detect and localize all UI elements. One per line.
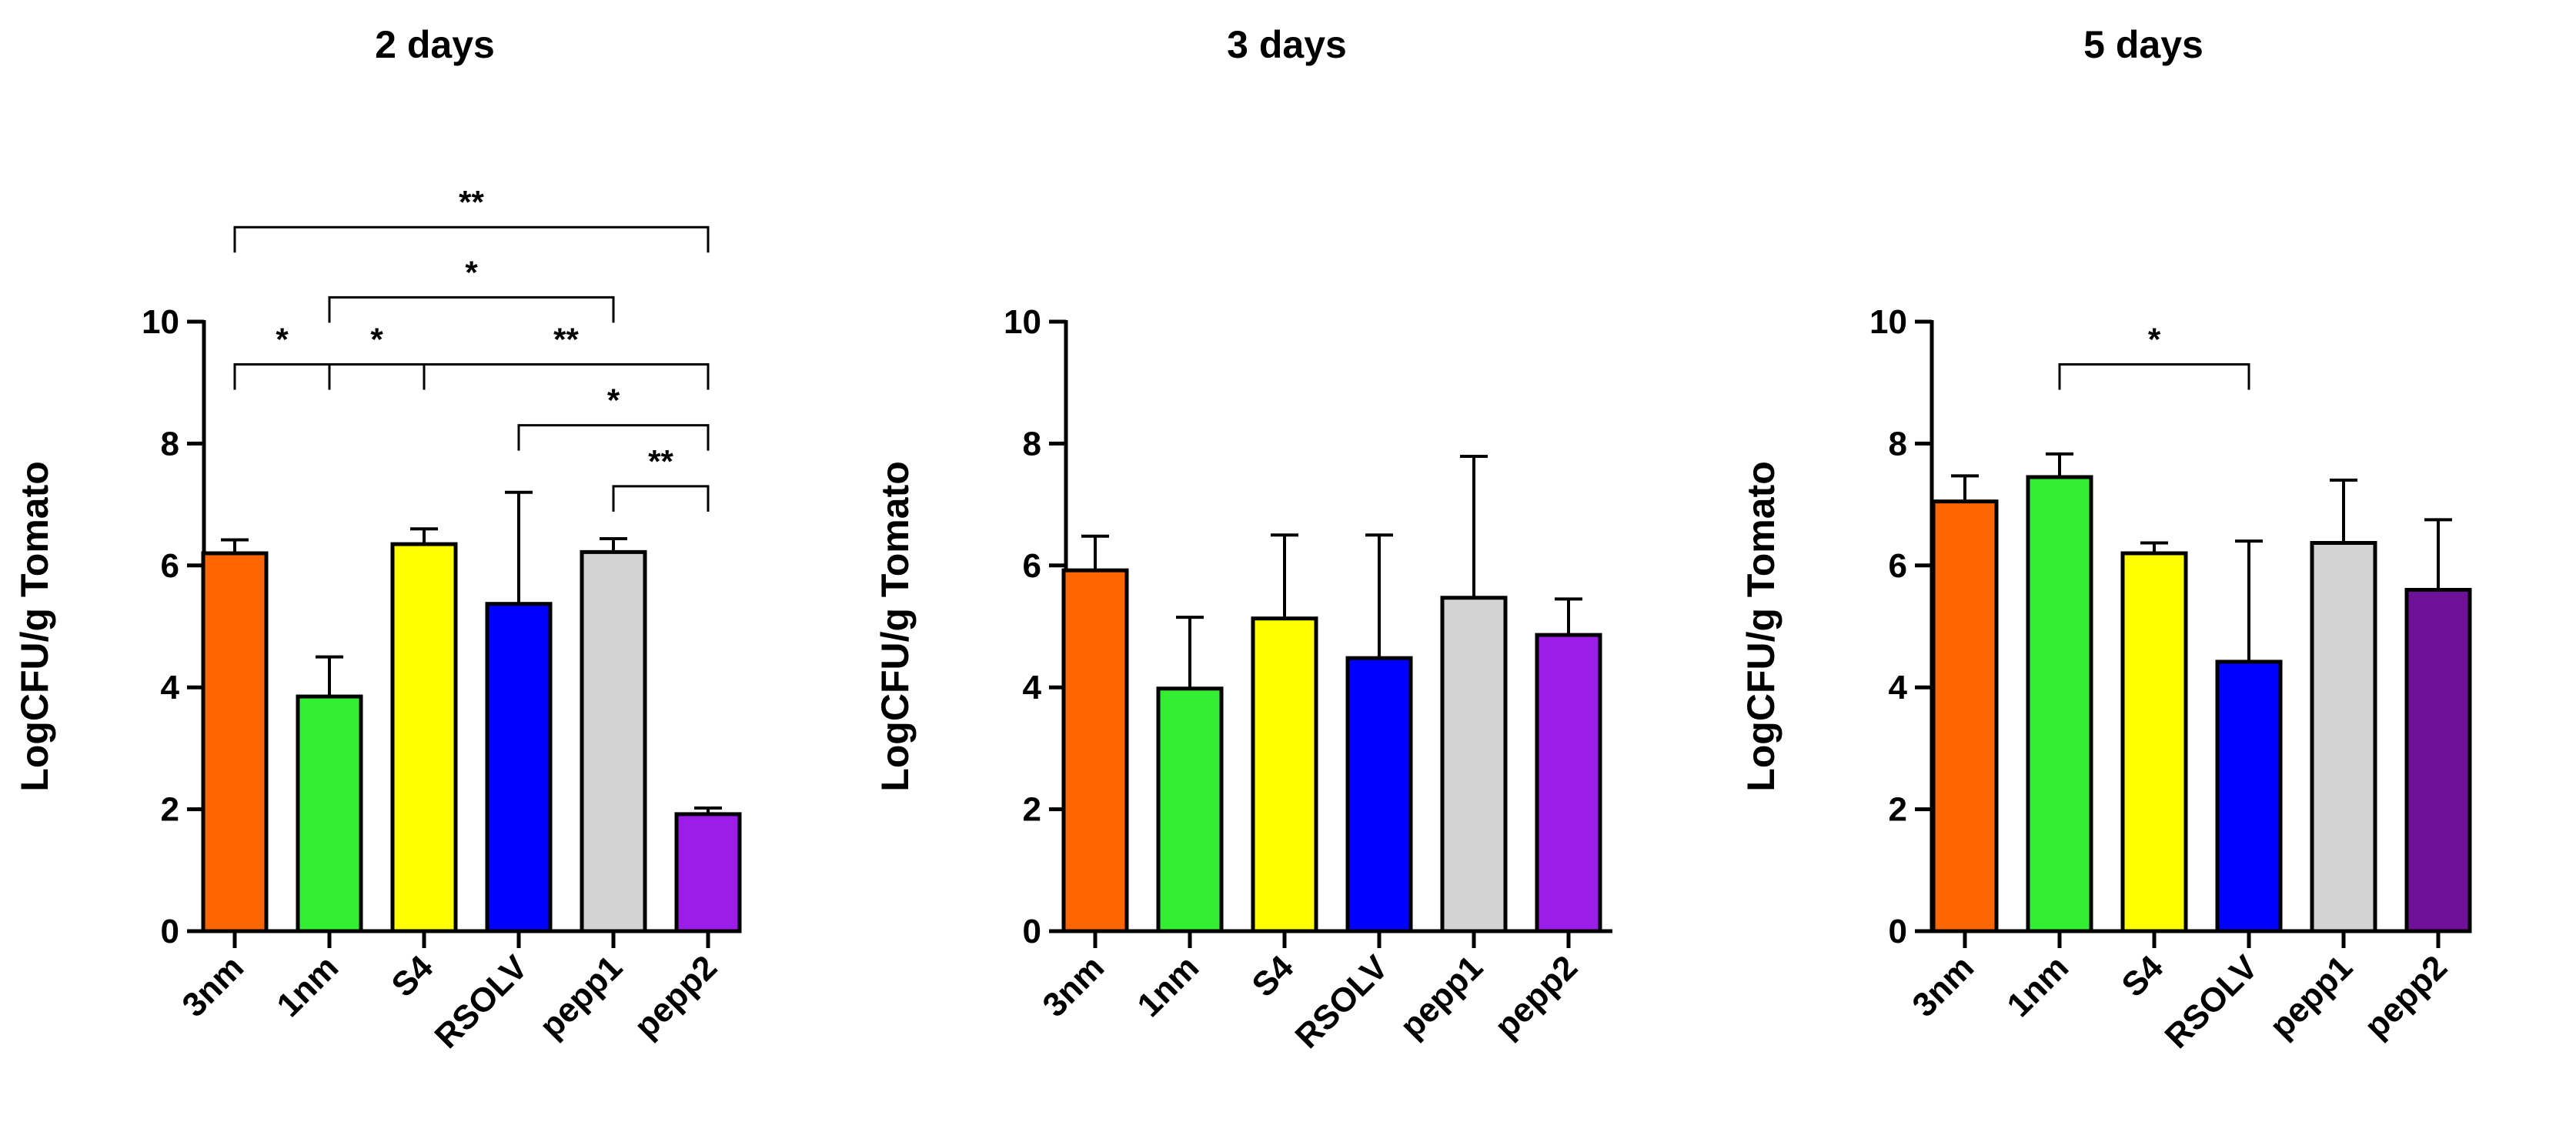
significance-label: * [607, 382, 620, 419]
category-label-pepp1: pepp1 [2263, 948, 2360, 1045]
y-tick-label: 8 [161, 425, 179, 462]
y-tick-label: 10 [1869, 303, 1907, 341]
bar-S4 [2120, 551, 2188, 933]
y-tick-label: 8 [1889, 425, 1907, 462]
significance-label: * [465, 254, 478, 290]
y-tick-label: 2 [161, 791, 179, 829]
bar-S4 [390, 542, 458, 933]
significance-label: * [2148, 321, 2161, 357]
y-tick-label: 4 [1889, 669, 1908, 706]
chart-title: 2 days [375, 23, 495, 66]
category-label-pepp2: pepp2 [2357, 948, 2454, 1045]
bar-pepp1 [580, 549, 647, 933]
bar-1nm [1156, 686, 1224, 933]
category-label-pepp1: pepp1 [533, 948, 630, 1045]
panel-2-days: 2 days LogCFU/g Tomato 0 2 4 6 8 10 3nm 1nm S4RSOL… [13, 23, 742, 1056]
category-label-S4: S4 [1245, 948, 1301, 1004]
category-label-pepp2: pepp2 [627, 948, 724, 1045]
significance-bracket [233, 362, 331, 390]
category-label-RSOLV: RSOLV [1288, 948, 1396, 1056]
significance-bracket [517, 424, 710, 451]
significance-bracket [328, 296, 615, 323]
y-tick-label: 6 [1023, 547, 1041, 585]
category-label-3nm: 3nm [175, 948, 251, 1024]
significance-label: * [276, 321, 289, 357]
y-axis-label: LogCFU/g Tomato [1739, 461, 1782, 792]
bar-RSOLV [1345, 656, 1413, 933]
chart-title: 3 days [1227, 23, 1347, 66]
y-tick-label: 10 [142, 303, 179, 341]
significance-bracket [328, 362, 426, 390]
category-label-1nm: 1nm [2000, 948, 2076, 1024]
category-label-3nm: 3nm [1035, 948, 1111, 1024]
category-label-pepp2: pepp2 [1488, 948, 1585, 1045]
y-tick-label: 4 [161, 669, 180, 706]
bar-pepp1 [2310, 540, 2377, 933]
y-tick-label: 8 [1023, 425, 1041, 462]
bar-pepp2 [1535, 633, 1602, 933]
significance-bracket [2058, 362, 2250, 390]
bar-1nm [296, 694, 363, 933]
bar-RSOLV [2215, 659, 2283, 933]
bar-3nm [1931, 499, 1999, 933]
category-label-RSOLV: RSOLV [2158, 948, 2266, 1056]
y-tick-label: 2 [1023, 791, 1041, 829]
significance-label: ** [553, 321, 579, 357]
bar-RSOLV [485, 602, 553, 933]
category-label-S4: S4 [384, 948, 440, 1004]
bar-S4 [1251, 616, 1318, 933]
y-tick-label: 0 [161, 913, 179, 950]
significance-bracket [423, 362, 710, 390]
significance-bracket [612, 485, 710, 512]
y-tick-label: 6 [1889, 547, 1907, 585]
y-tick-label: 10 [1004, 303, 1041, 341]
y-axis-label: LogCFU/g Tomato [13, 461, 56, 792]
bar-pepp1 [1440, 596, 1508, 933]
significance-bracket [233, 225, 710, 253]
y-axis-label: LogCFU/g Tomato [874, 461, 917, 792]
category-label-pepp1: pepp1 [1393, 948, 1490, 1045]
bar-1nm [2026, 475, 2093, 933]
y-tick-label: 0 [1889, 913, 1907, 950]
panel-5-days: 5 days LogCFU/g Tomato 0 2 4 6 8 10 3nm 1nm S4RSOL… [1739, 23, 2472, 1056]
significance-label: ** [459, 184, 484, 220]
significance-label: ** [648, 443, 673, 479]
panel-3-days: 3 days LogCFU/g Tomato 0 2 4 6 8 10 3nm 1nm S4RSOL… [874, 23, 1612, 1056]
bar-3nm [1061, 568, 1129, 933]
chart-title: 5 days [2083, 23, 2203, 66]
category-label-3nm: 3nm [1905, 948, 1981, 1024]
y-tick-label: 2 [1889, 791, 1907, 829]
category-label-S4: S4 [2114, 948, 2170, 1004]
significance-label: * [370, 321, 383, 357]
category-label-RSOLV: RSOLV [428, 948, 536, 1056]
bar-pepp2 [2404, 587, 2472, 933]
category-label-1nm: 1nm [1130, 948, 1206, 1024]
y-tick-label: 4 [1023, 669, 1042, 706]
bar-3nm [201, 551, 269, 933]
bar-pepp2 [674, 812, 742, 933]
category-label-1nm: 1nm [269, 948, 346, 1024]
y-tick-label: 6 [161, 547, 179, 585]
y-tick-label: 0 [1023, 913, 1041, 950]
